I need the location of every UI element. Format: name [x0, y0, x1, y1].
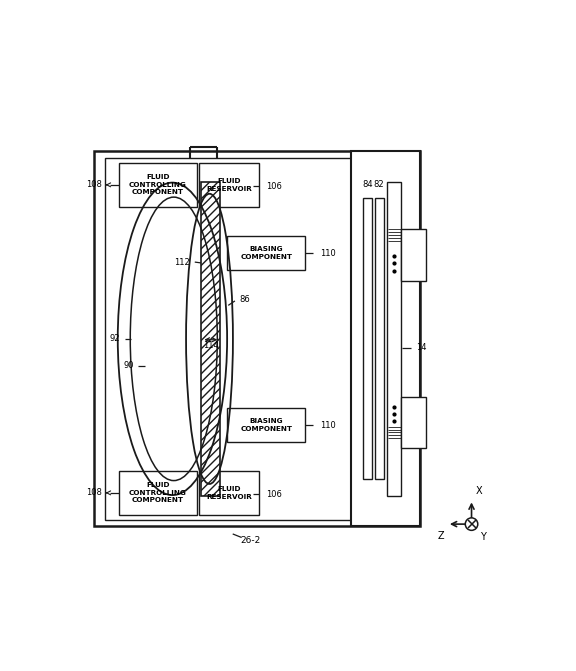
Text: 110: 110 [320, 421, 335, 429]
Bar [199, 470, 259, 515]
Bar [94, 152, 420, 526]
Bar [228, 408, 305, 442]
Bar [401, 397, 426, 448]
Text: FLUID
CONTROLLING
COMPONENT: FLUID CONTROLLING COMPONENT [129, 482, 187, 503]
Text: 86: 86 [240, 295, 250, 304]
Text: 108: 108 [86, 180, 103, 189]
Text: FLUID
RESERVOIR: FLUID RESERVOIR [206, 486, 252, 500]
Bar [202, 182, 220, 496]
Text: 106: 106 [266, 490, 282, 499]
Circle shape [465, 518, 478, 530]
Text: BIASING
COMPONENT: BIASING COMPONENT [240, 246, 293, 260]
Bar [119, 162, 197, 207]
Text: FLUID
CONTROLLING
COMPONENT: FLUID CONTROLLING COMPONENT [129, 174, 187, 195]
Bar [374, 198, 384, 480]
Bar [119, 470, 197, 515]
Bar [387, 182, 401, 496]
Text: 114: 114 [203, 341, 218, 350]
Text: Z: Z [438, 531, 445, 541]
Text: X: X [476, 486, 483, 496]
Bar [228, 236, 305, 270]
Bar [199, 162, 259, 207]
Bar [401, 229, 426, 281]
Text: 110: 110 [320, 249, 335, 258]
Text: 82: 82 [374, 180, 384, 189]
Bar [105, 158, 411, 519]
Text: 106: 106 [266, 182, 282, 191]
Bar [351, 152, 420, 526]
Text: 26-2: 26-2 [240, 536, 261, 545]
Bar [363, 198, 372, 480]
Text: 112: 112 [175, 258, 190, 266]
Text: 90: 90 [123, 361, 134, 370]
Text: 108: 108 [86, 488, 103, 497]
Text: Y: Y [480, 532, 486, 542]
Text: BIASING
COMPONENT: BIASING COMPONENT [240, 418, 293, 431]
Text: 14: 14 [416, 344, 426, 352]
Text: 84: 84 [362, 180, 373, 189]
Text: 92: 92 [109, 334, 120, 344]
Text: FLUID
RESERVOIR: FLUID RESERVOIR [206, 178, 252, 192]
